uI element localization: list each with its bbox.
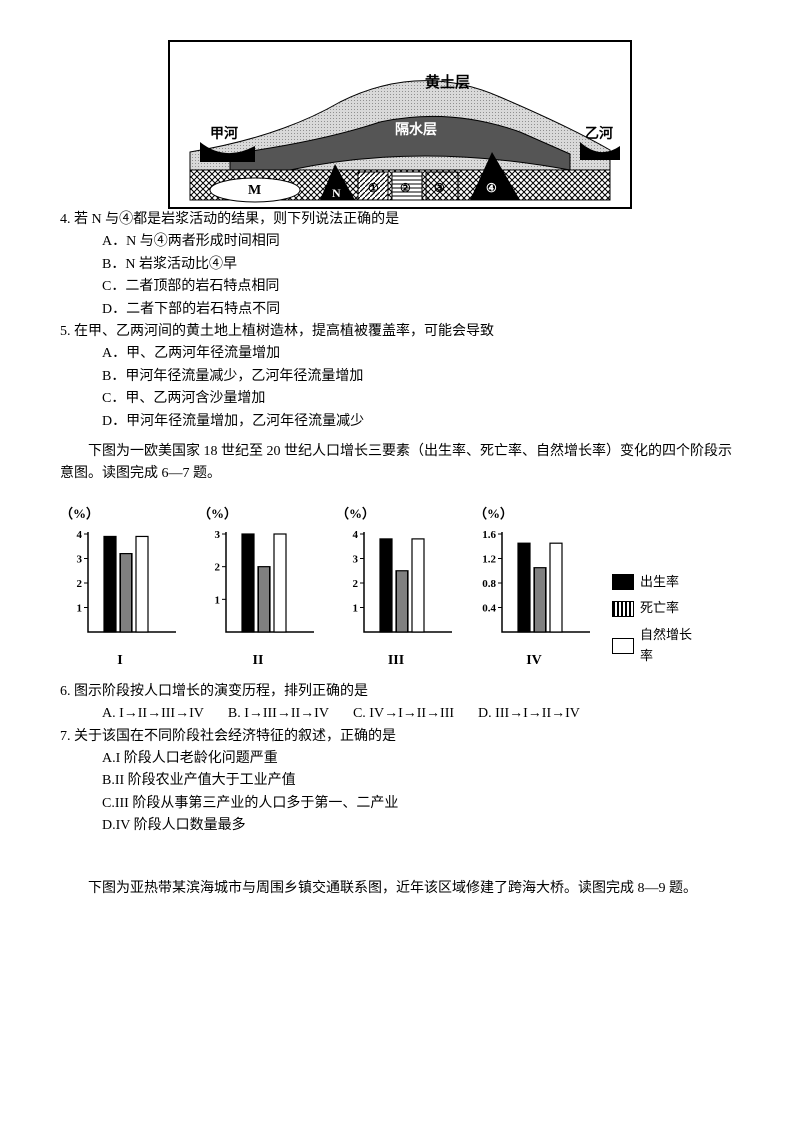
svg-text:2: 2 <box>77 578 83 590</box>
chart-panel-IV: （%） 0.4 0.8 1.2 1.6 IV <box>474 504 594 673</box>
geology-cross-section: 黄土层 隔水层 甲河 乙河 M N ① ② ③ ④ <box>168 40 632 209</box>
chart-panel-III: （%） 1 2 3 4 III <box>336 504 456 673</box>
q7-option-C: C.III 阶段从事第三产业的人口多于第一、二产业 <box>60 793 740 815</box>
axis-unit: （%） <box>60 504 180 525</box>
svg-text:1: 1 <box>77 603 83 615</box>
q5-option-B: B．甲河年径流量减少，乙河年径流量增加 <box>60 366 740 388</box>
question-7: 7. 关于该国在不同阶段社会经济特征的叙述，正确的是 A.I 阶段人口老龄化问题… <box>60 726 740 838</box>
q4-option-A: A．N 与④两者形成时间相同 <box>60 231 740 253</box>
svg-text:1: 1 <box>215 595 221 607</box>
axis-unit: （%） <box>336 504 456 525</box>
label-river-a: 甲河 <box>210 125 238 142</box>
question-6: 6. 图示阶段按人口增长的演变历程，排列正确的是 A. I→II→III→IV … <box>60 681 740 726</box>
q4-option-D: D．二者下部的岩石特点不同 <box>60 299 740 321</box>
svg-text:4: 4 <box>353 529 359 541</box>
label-3: ③ <box>434 181 445 195</box>
svg-text:2: 2 <box>215 562 221 574</box>
panel-label: II <box>198 650 318 672</box>
swatch-birth <box>612 574 634 590</box>
q7-option-B: B.II 阶段农业产值大于工业产值 <box>60 770 740 792</box>
q6-number: 6. <box>60 684 71 699</box>
legend-birth: 出生率 <box>640 572 679 593</box>
q5-option-C: C．甲、乙两河含沙量增加 <box>60 388 740 410</box>
q5-option-A: A．甲、乙两河年径流量增加 <box>60 343 740 365</box>
q6-option-D: D. III→I→II→IV <box>478 703 580 725</box>
chart-panel-II: （%） 1 2 3 II <box>198 504 318 673</box>
label-aquiclude: 隔水层 <box>395 121 437 138</box>
q6-option-C: C. IV→I→II→III <box>353 703 454 725</box>
intro-6-7: 下图为一欧美国家 18 世纪至 20 世纪人口增长三要素（出生率、死亡率、自然增… <box>60 441 740 486</box>
population-charts: （%） 1 2 3 4 I （%） 1 2 3 II （%） 1 2 3 4 III （%） 0.4 0.8 1.2 1.… <box>60 504 740 673</box>
svg-text:0.4: 0.4 <box>482 603 496 615</box>
axis-unit: （%） <box>198 504 318 525</box>
q4-option-C: C．二者顶部的岩石特点相同 <box>60 276 740 298</box>
q4-option-B: B．N 岩浆活动比④早 <box>60 254 740 276</box>
panel-label: I <box>60 650 180 672</box>
label-1: ① <box>368 181 379 195</box>
q7-option-A: A.I 阶段人口老龄化问题严重 <box>60 748 740 770</box>
label-2: ② <box>400 181 411 195</box>
intro-8-9: 下图为亚热带某滨海城市与周围乡镇交通联系图，近年该区域修建了跨海大桥。读图完成 … <box>60 878 740 900</box>
swatch-death <box>612 601 634 617</box>
label-river-b: 乙河 <box>585 125 613 142</box>
svg-text:2: 2 <box>353 578 359 590</box>
axis-unit: （%） <box>474 504 594 525</box>
svg-text:3: 3 <box>353 554 359 566</box>
q5-stem: 在甲、乙两河间的黄土地上植树造林，提高植被覆盖率，可能会导致 <box>74 324 494 339</box>
svg-text:3: 3 <box>77 554 83 566</box>
q4-stem: 若 N 与④都是岩浆活动的结果，则下列说法正确的是 <box>74 212 399 227</box>
chart-legend: 出生率 死亡率 自然增长率 <box>612 572 692 673</box>
svg-text:1: 1 <box>353 603 359 615</box>
legend-natural: 自然增长率 <box>640 625 692 667</box>
svg-text:1.2: 1.2 <box>482 554 496 566</box>
label-N: N <box>332 186 341 200</box>
q6-stem: 图示阶段按人口增长的演变历程，排列正确的是 <box>74 684 368 699</box>
q6-option-A: A. I→II→III→IV <box>102 703 204 725</box>
q5-option-D: D．甲河年径流量增加，乙河年径流量减少 <box>60 411 740 433</box>
panel-label: IV <box>474 650 594 672</box>
legend-death: 死亡率 <box>640 598 679 619</box>
q6-option-B: B. I→III→II→IV <box>228 703 329 725</box>
label-loess: 黄土层 <box>425 73 470 91</box>
chart-panel-I: （%） 1 2 3 4 I <box>60 504 180 673</box>
question-5: 5. 在甲、乙两河间的黄土地上植树造林，提高植被覆盖率，可能会导致 A．甲、乙两… <box>60 321 740 433</box>
swatch-natural <box>612 638 634 654</box>
svg-text:3: 3 <box>215 529 221 541</box>
svg-text:4: 4 <box>77 529 83 541</box>
q7-stem: 关于该国在不同阶段社会经济特征的叙述，正确的是 <box>74 729 396 744</box>
svg-text:0.8: 0.8 <box>482 578 496 590</box>
q7-option-D: D.IV 阶段人口数量最多 <box>60 815 740 837</box>
panel-label: III <box>336 650 456 672</box>
q4-number: 4. <box>60 212 71 227</box>
question-4: 4. 若 N 与④都是岩浆活动的结果，则下列说法正确的是 A．N 与④两者形成时… <box>60 209 740 321</box>
q5-number: 5. <box>60 324 71 339</box>
svg-text:1.6: 1.6 <box>482 529 496 541</box>
q7-number: 7. <box>60 729 71 744</box>
label-M: M <box>248 183 261 198</box>
label-4: ④ <box>486 181 497 195</box>
